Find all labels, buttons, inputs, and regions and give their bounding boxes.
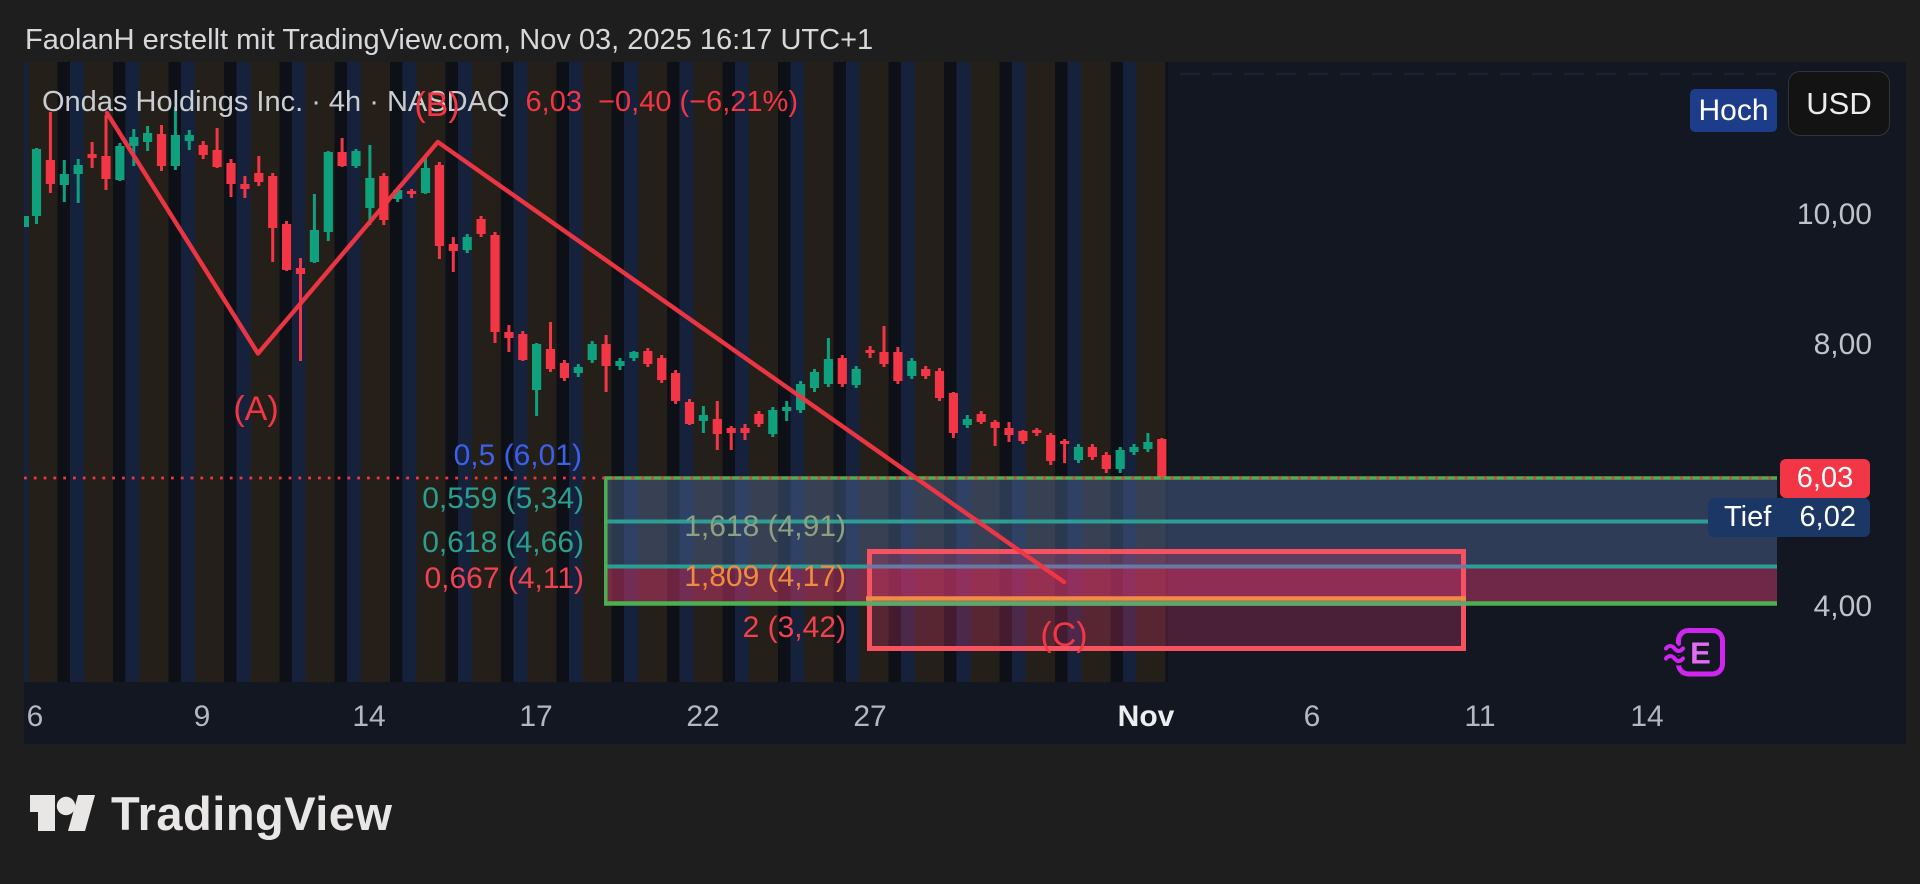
svg-text:E: E	[1690, 636, 1711, 671]
